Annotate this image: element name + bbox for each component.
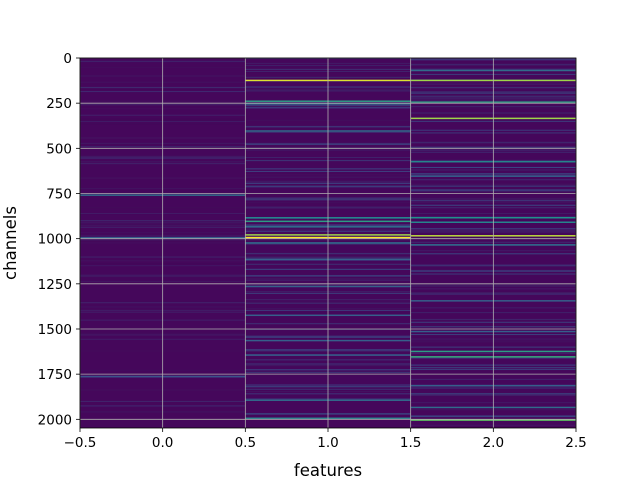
y-tick-label: 1750 xyxy=(38,367,72,383)
x-axis-ticks: −0.5 0.0 0.5 1.0 1.5 2.0 2.5 xyxy=(64,428,587,451)
y-tick-label: 1500 xyxy=(38,322,72,338)
y-axis-label: channels xyxy=(1,206,20,280)
x-tick-label: 1.5 xyxy=(400,435,421,451)
y-tick-label: 2000 xyxy=(38,412,72,428)
x-tick-label: 0.5 xyxy=(235,435,256,451)
y-tick-label: 1000 xyxy=(38,232,72,248)
x-tick-label: 2.0 xyxy=(483,435,504,451)
y-tick-label: 1250 xyxy=(38,277,72,293)
x-tick-label: 2.5 xyxy=(565,435,586,451)
y-tick-label: 500 xyxy=(46,141,72,157)
x-tick-label: −0.5 xyxy=(64,435,97,451)
x-axis-label: features xyxy=(294,461,362,480)
x-tick-label: 1.0 xyxy=(317,435,338,451)
x-tick-label: 0.0 xyxy=(152,435,173,451)
y-tick-label: 0 xyxy=(63,51,72,67)
y-axis-ticks: 0 250 500 750 1000 1250 1500 1750 2000 xyxy=(38,51,80,428)
y-tick-label: 750 xyxy=(46,186,72,202)
grid-lines xyxy=(79,57,577,428)
y-tick-label: 250 xyxy=(46,96,72,112)
